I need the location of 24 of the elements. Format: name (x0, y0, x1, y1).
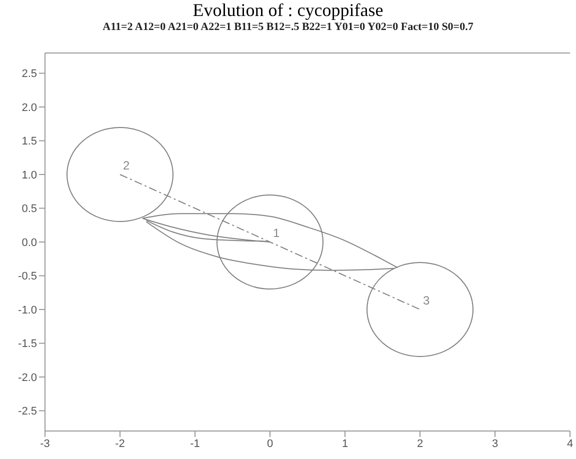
y-tick-label: -2.5 (18, 406, 37, 418)
x-tick-label: 4 (566, 438, 574, 450)
y-tick-label: 0.0 (22, 236, 37, 249)
y-tick-label: -0.5 (18, 270, 37, 283)
x-tick-label: 2 (416, 438, 424, 450)
annotation: 2 (123, 158, 130, 172)
x-tick-label: 0 (266, 438, 274, 450)
x-tick-label: -1 (190, 438, 200, 450)
x-tick-label: 3 (492, 438, 498, 450)
y-tick-label: -2.0 (18, 372, 37, 384)
chart-subtitle: A11=2 A12=0 A21=0 A22=1 B11=5 B12=.5 B22=1 Y01=0 Y02=0 Fact=10 S0=0.7 (102, 20, 474, 34)
y-tick-label: 2.5 (22, 68, 37, 80)
chart-title: Evolution of : cycoppifase (192, 0, 384, 20)
annotation: 1 (273, 226, 280, 240)
y-tick-label: 2.0 (22, 102, 37, 114)
x-tick-label: -2 (115, 438, 125, 450)
y-tick-label: -1.0 (18, 304, 37, 316)
y-tick-label: 1.5 (22, 136, 37, 148)
annotation: 3 (423, 294, 430, 308)
y-tick-label: -1.5 (18, 338, 37, 350)
x-tick-label: -3 (40, 438, 50, 450)
x-tick-label: 1 (342, 438, 348, 450)
y-tick-label: 0.5 (22, 203, 37, 216)
y-tick-label: 1.0 (22, 169, 37, 182)
